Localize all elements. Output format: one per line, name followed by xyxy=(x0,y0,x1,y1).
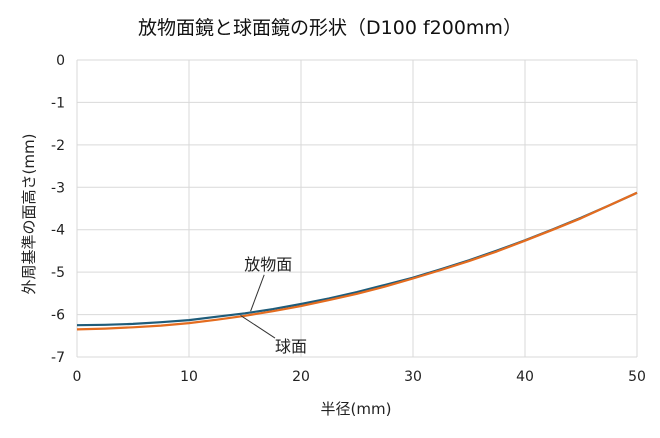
leader-line-sphere xyxy=(240,315,276,339)
y-tick-label: -4 xyxy=(51,223,65,239)
x-tick-label: 0 xyxy=(73,369,82,385)
y-tick-label: -2 xyxy=(51,138,65,154)
y-axis-title: 外周基準の面高さ(mm) xyxy=(20,134,38,295)
grid-layer xyxy=(76,59,638,358)
x-tick-label: 30 xyxy=(404,369,422,385)
y-tick-label: -3 xyxy=(51,180,65,196)
x-tick-label: 10 xyxy=(180,369,198,385)
series-line-sphere xyxy=(76,191,638,331)
y-tick-label: 0 xyxy=(56,53,65,69)
label-paraboloid: 放物面 xyxy=(244,255,292,274)
y-tick-label: -5 xyxy=(51,265,65,281)
x-tick-label: 40 xyxy=(516,369,534,385)
axis-layer: 0 -1 -2 -3 -4 -5 -6 -7 0 10 20 30 40 50 xyxy=(51,53,646,385)
label-sphere: 球面 xyxy=(275,337,307,356)
x-axis-title: 半径(mm) xyxy=(321,400,392,418)
y-tick-label: -1 xyxy=(51,95,65,111)
series-layer xyxy=(76,191,638,331)
series-line-paraboloid xyxy=(76,191,638,327)
x-tick-label: 20 xyxy=(292,369,310,385)
chart-title: 放物面鏡と球面鏡の形状（D100 f200mm） xyxy=(138,17,522,39)
y-tick-label: -6 xyxy=(51,308,65,324)
y-tick-label: -7 xyxy=(51,350,65,366)
x-tick-label: 50 xyxy=(628,369,646,385)
leader-line-paraboloid xyxy=(250,274,265,312)
